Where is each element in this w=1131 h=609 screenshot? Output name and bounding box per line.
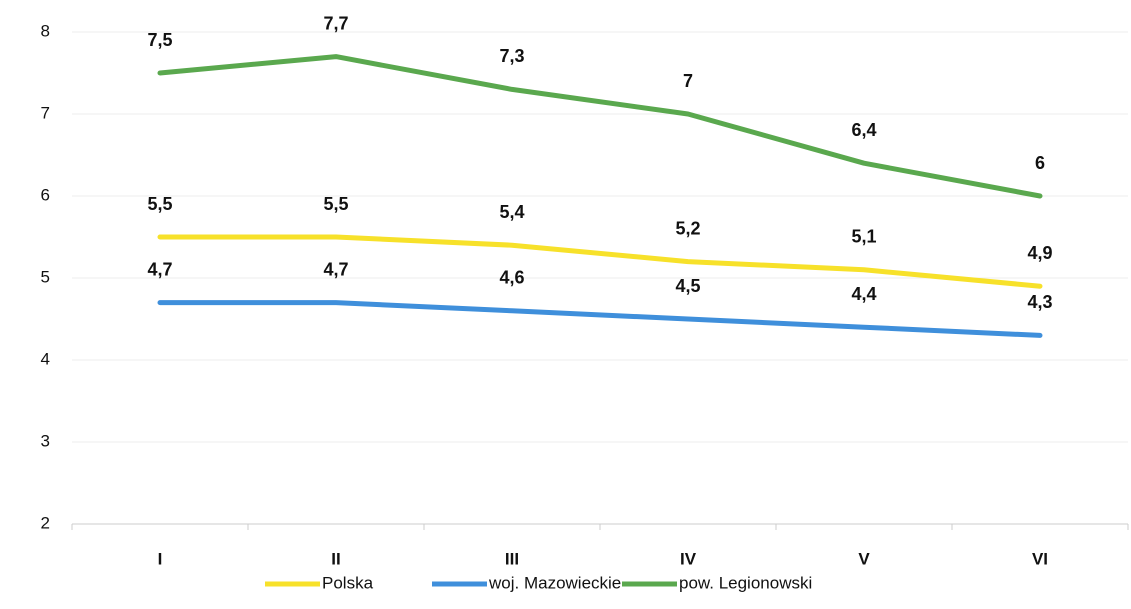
- data-label: 5,1: [851, 227, 876, 247]
- series-line: [157, 54, 1043, 199]
- y-tick-label: 2: [41, 513, 50, 532]
- legend-label: woj. Mazowieckie: [488, 573, 621, 592]
- data-label: 5,5: [147, 194, 172, 214]
- y-tick-label: 4: [41, 349, 50, 368]
- data-label: 5,4: [499, 202, 524, 222]
- data-label: 4,9: [1027, 243, 1052, 263]
- y-tick-label: 7: [41, 103, 50, 122]
- data-label: 4,7: [147, 259, 172, 279]
- y-tick-label: 5: [41, 267, 50, 286]
- series-line: [157, 234, 1043, 289]
- data-label: 6: [1035, 153, 1045, 173]
- data-label: 7: [683, 71, 693, 91]
- data-label: 7,7: [323, 13, 348, 33]
- data-label: 4,3: [1027, 292, 1052, 312]
- data-label: 5,5: [323, 194, 348, 214]
- legend-label: pow. Legionowski: [679, 573, 812, 592]
- y-tick-label: 6: [41, 185, 50, 204]
- series-line: [157, 300, 1043, 338]
- x-tick-label: II: [331, 549, 340, 568]
- x-tick-label: V: [858, 549, 870, 568]
- data-label: 4,7: [323, 259, 348, 279]
- data-label: 4,6: [499, 268, 524, 288]
- data-label: 7,5: [147, 30, 172, 50]
- x-tick-label: IV: [680, 549, 697, 568]
- x-tick-label: VI: [1032, 549, 1048, 568]
- y-tick-label: 8: [41, 21, 50, 40]
- legend-label: Polska: [322, 573, 374, 592]
- data-label: 6,4: [851, 120, 876, 140]
- x-tick-label: I: [158, 549, 163, 568]
- y-tick-label: 3: [41, 431, 50, 450]
- data-label: 4,4: [851, 284, 876, 304]
- data-label: 7,3: [499, 46, 524, 66]
- data-label: 4,5: [675, 276, 700, 296]
- data-label: 5,2: [675, 218, 700, 238]
- x-tick-label: III: [505, 549, 519, 568]
